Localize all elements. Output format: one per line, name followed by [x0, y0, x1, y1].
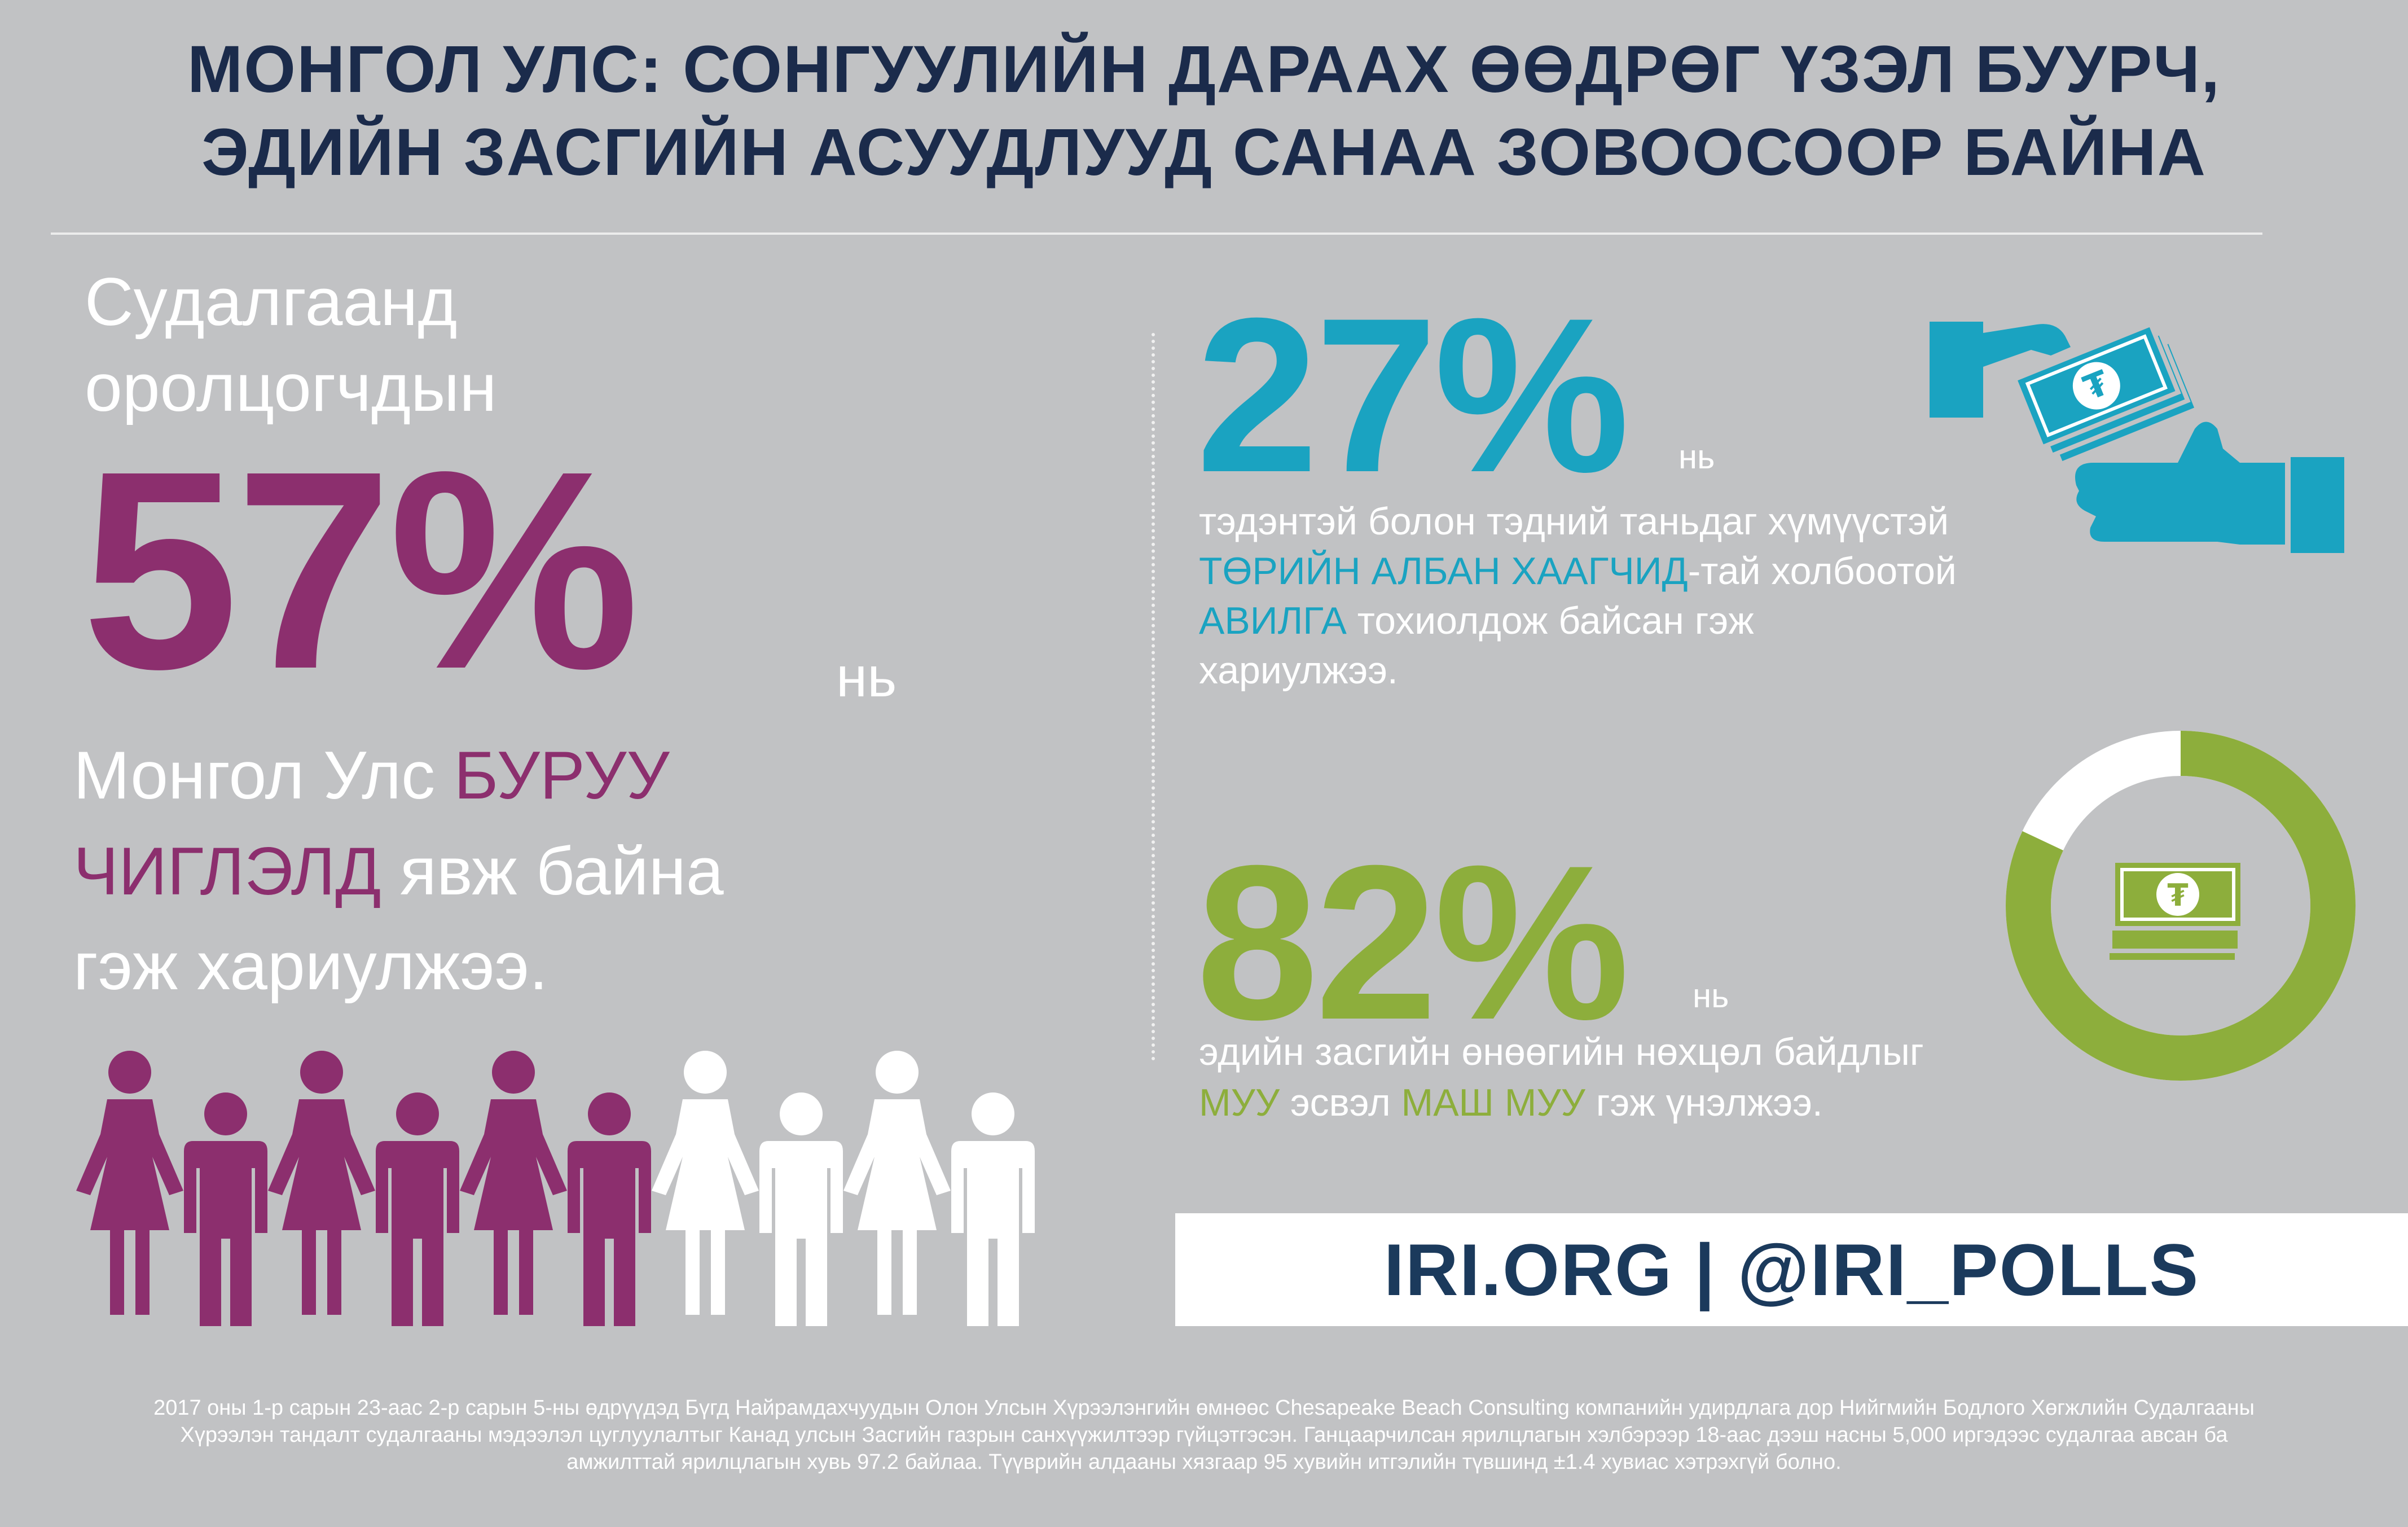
corruption-text-3: АВИЛГА тохиолдож байсан гэж [1199, 599, 1754, 642]
wrong-direction-suffix: нь [836, 646, 897, 709]
column-divider [1152, 333, 1155, 1061]
person-icon [376, 1092, 459, 1326]
economy-suffix: нь [1693, 977, 1729, 1015]
banner-text[interactable]: IRI.ORG | @IRI_POLLS [1383, 1228, 2200, 1311]
wrong-direction-text-1: Монгол Улс БУРУУ [73, 738, 670, 813]
money-stack-icon: ₮ [2011, 321, 2200, 467]
title-line-2: ЭДИЙН ЗАСГИЙН АСУУДЛУУД САНАА ЗОВООСООР … [201, 115, 2207, 190]
wrong-direction-text-2: ЧИГЛЭЛД явж байна [73, 833, 724, 909]
footer-line-3: амжилттай ярилцлагын хувь 97.2 байлаа. Т… [566, 1450, 1842, 1474]
donut-share [2006, 731, 2356, 1081]
title-divider [51, 232, 2262, 235]
corruption-text-4: хариулжээ. [1199, 649, 1398, 692]
footer-line-2: Хүрээлэн тандалт судалгааны мэдээлэл цуг… [180, 1423, 2228, 1447]
person-icon [951, 1092, 1035, 1326]
receiving-hand-icon [2075, 422, 2344, 553]
wrong-direction-text-3: гэж хариулжээ. [73, 928, 548, 1004]
corruption-percent: 27% [1196, 272, 1630, 518]
economy-donut: ₮ [2006, 731, 2356, 1081]
economy-percent: 82% [1196, 819, 1630, 1065]
economy-text-2: МУУ эсвэл МАШ МУУ гэж үнэлжээ. [1199, 1081, 1823, 1124]
person-icon [184, 1092, 267, 1326]
money-stack-icon: ₮ [2105, 858, 2245, 964]
intro-line-2: оролцогчдын [85, 350, 497, 425]
intro-line-1: Судалгаанд [85, 264, 458, 340]
person-icon [843, 1051, 951, 1315]
person-icon [460, 1051, 567, 1315]
corruption-text-2: ТӨРИЙН АЛБАН ХААГЧИД-тай холбоотой [1199, 550, 1957, 593]
person-icon [76, 1051, 183, 1315]
iri-banner[interactable]: IRI.ORG | @IRI_POLLS [1175, 1213, 2408, 1326]
corruption-text-1: тэдэнтэй болон тэдний таньдаг хүмүүстэй [1199, 500, 1949, 543]
svg-text:₮: ₮ [2167, 877, 2189, 913]
person-icon [652, 1051, 759, 1315]
person-icon [268, 1051, 375, 1315]
title-line-1: МОНГОЛ УЛС: СОНГУУЛИЙН ДАРААХ ӨӨДРӨГ ҮЗЭ… [187, 32, 2221, 107]
people-pictogram [76, 1051, 1035, 1326]
wrong-direction-percent: 57% [82, 412, 640, 727]
corruption-suffix: нь [1678, 438, 1715, 476]
economy-text-1: эдийн засгийн өнөөгийн нөхцөл байдлыг [1199, 1030, 1924, 1073]
footer-line-1: 2017 оны 1-р сарын 23-аас 2-р сарын 5-ны… [153, 1396, 2255, 1420]
person-icon [759, 1092, 843, 1326]
bribe-icon: ₮ [1930, 321, 2344, 553]
person-icon [568, 1092, 651, 1326]
money-hand-icon [1930, 322, 2071, 418]
